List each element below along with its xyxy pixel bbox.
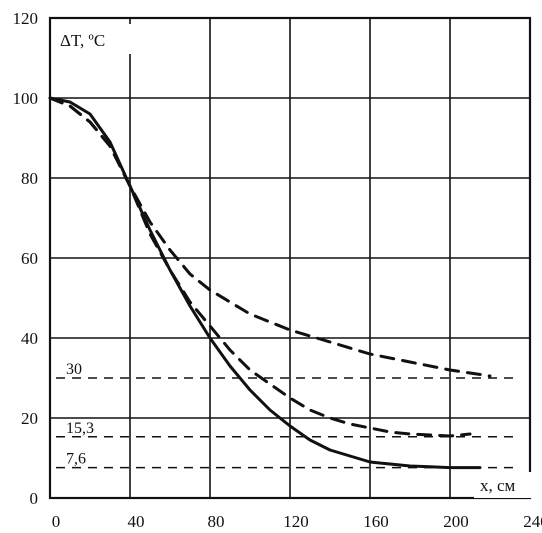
- y-tick-label: 60: [21, 249, 38, 268]
- y-axis-label: ΔT, ºC: [60, 31, 105, 50]
- series-line: [48, 96, 492, 378]
- y-axis-label-background: [54, 24, 138, 54]
- series-group: [48, 96, 492, 470]
- y-tick-labels: 0 20 40 60 80 100 120: [13, 9, 39, 508]
- x-tick-label: 160: [363, 512, 389, 531]
- x-tick-label: 240: [523, 512, 542, 531]
- x-tick-labels: 0 40 80 120 160 200 240: [52, 512, 542, 531]
- x-axis-label: x, см: [480, 476, 516, 495]
- x-tick-label: 0: [52, 512, 61, 531]
- x-axis-label-background: [474, 472, 536, 498]
- x-tick-label: 40: [128, 512, 145, 531]
- y-tick-label: 20: [21, 409, 38, 428]
- y-tick-label: 100: [13, 89, 39, 108]
- reference-lines: 30 15,3 7,6: [56, 361, 516, 469]
- y-tick-label: 40: [21, 329, 38, 348]
- plot-border: [48, 16, 532, 500]
- x-tick-label: 80: [208, 512, 225, 531]
- reference-line-label: 7,6: [66, 451, 86, 468]
- y-tick-label: 120: [13, 9, 39, 28]
- reference-line-label: 30: [66, 361, 82, 378]
- reference-line-label: 15,3: [66, 420, 94, 437]
- y-tick-label: 80: [21, 169, 38, 188]
- x-tick-label: 200: [443, 512, 469, 531]
- x-tick-label: 120: [283, 512, 309, 531]
- plot-frame: [48, 16, 532, 500]
- y-tick-label: 0: [30, 489, 39, 508]
